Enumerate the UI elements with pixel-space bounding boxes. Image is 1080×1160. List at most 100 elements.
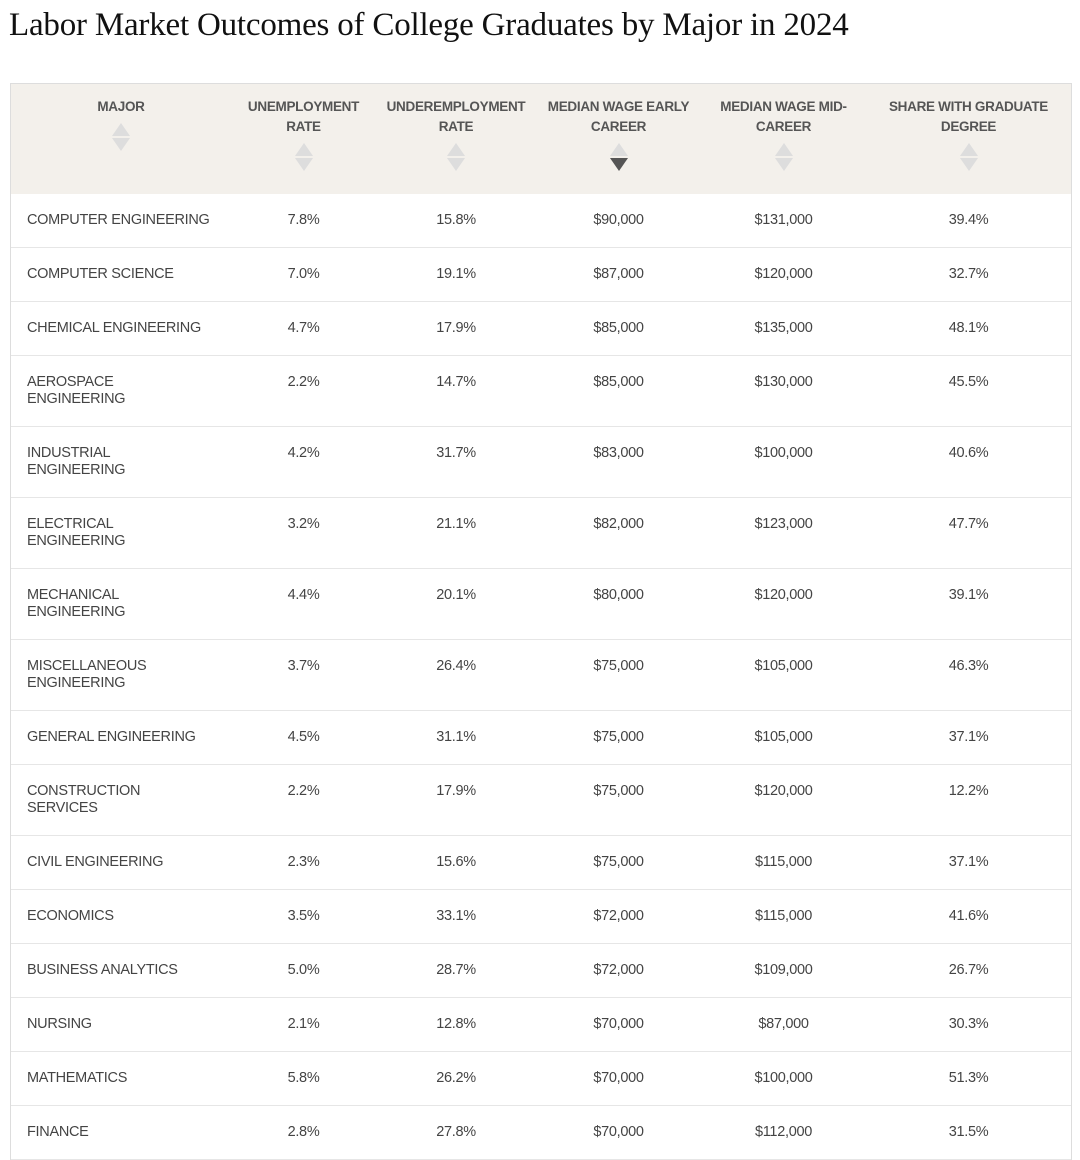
major-cell: GENERAL ENGINEERING xyxy=(11,710,231,765)
value-cell: 27.8% xyxy=(376,1105,536,1160)
major-cell: COMPUTER SCIENCE xyxy=(11,247,231,302)
sort-arrow-up[interactable] xyxy=(112,123,130,136)
sort-arrow-down[interactable] xyxy=(112,138,130,151)
sort-arrow-up[interactable] xyxy=(294,143,313,156)
value-cell: 4.2% xyxy=(231,426,376,498)
value-cell: 37.1% xyxy=(866,835,1071,890)
value-cell: 47.7% xyxy=(866,497,1071,569)
value-cell: 40.6% xyxy=(866,426,1071,498)
value-cell: $87,000 xyxy=(701,997,866,1052)
value-cell: 26.2% xyxy=(376,1051,536,1106)
value-cell: $112,000 xyxy=(701,1105,866,1160)
value-cell: $85,000 xyxy=(536,355,701,427)
value-cell: $135,000 xyxy=(701,301,866,356)
table-row: FINANCE 2.8% 27.8% $70,000 $112,000 31.5% xyxy=(11,1105,1071,1160)
value-cell: 21.1% xyxy=(376,497,536,569)
sort-arrows[interactable] xyxy=(446,143,466,171)
major-cell: BUSINESS ANALYTICS xyxy=(11,943,231,998)
column-label: MEDIAN WAGE EARLY CAREER xyxy=(547,99,690,134)
value-cell: $80,000 xyxy=(536,568,701,640)
sort-arrow-down[interactable] xyxy=(447,158,465,171)
value-cell: $70,000 xyxy=(536,1051,701,1106)
value-cell: 4.5% xyxy=(231,710,376,765)
value-cell: 39.4% xyxy=(866,194,1071,248)
sort-arrow-down[interactable] xyxy=(959,158,978,171)
major-cell: AEROSPACE ENGINEERING xyxy=(11,355,231,427)
table-row: GENERAL ENGINEERING 4.5% 31.1% $75,000 $105,… xyxy=(11,710,1071,765)
value-cell: $82,000 xyxy=(536,497,701,569)
column-label: SHARE WITH GRADUATE DEGREE xyxy=(888,99,1049,134)
column-header[interactable]: SHARE WITH GRADUATE DEGREE xyxy=(866,84,1071,194)
value-cell: $70,000 xyxy=(536,1105,701,1160)
value-cell: 46.3% xyxy=(866,639,1071,711)
table-row: AEROSPACE ENGINEERING 2.2% 14.7% $85,000 $13… xyxy=(11,355,1071,427)
table-row: BUSINESS ANALYTICS 5.0% 28.7% $72,000 $109,0… xyxy=(11,943,1071,998)
value-cell: 5.8% xyxy=(231,1051,376,1106)
sort-arrow-up[interactable] xyxy=(959,143,978,156)
value-cell: 7.8% xyxy=(231,194,376,248)
value-cell: $109,000 xyxy=(701,943,866,998)
value-cell: 33.1% xyxy=(376,889,536,944)
value-cell: 2.8% xyxy=(231,1105,376,1160)
value-cell: $123,000 xyxy=(701,497,866,569)
value-cell: 12.2% xyxy=(866,764,1071,836)
value-cell: $75,000 xyxy=(536,639,701,711)
major-cell: CONSTRUCTION SERVICES xyxy=(11,764,231,836)
major-cell: CHEMICAL ENGINEERING xyxy=(11,301,231,356)
sort-arrow-down[interactable] xyxy=(609,158,628,171)
column-header[interactable]: UNEMPLOYMENT RATE xyxy=(231,84,376,194)
value-cell: 2.2% xyxy=(231,764,376,836)
value-cell: $72,000 xyxy=(536,889,701,944)
column-label: UNEMPLOYMENT RATE xyxy=(247,99,360,134)
sort-arrow-down[interactable] xyxy=(774,158,793,171)
sort-arrows[interactable] xyxy=(959,143,979,171)
major-cell: ELECTRICAL ENGINEERING xyxy=(11,497,231,569)
value-cell: $100,000 xyxy=(701,426,866,498)
column-header[interactable]: MEDIAN WAGE MID-CAREER xyxy=(701,84,866,194)
value-cell: $87,000 xyxy=(536,247,701,302)
value-cell: 15.6% xyxy=(376,835,536,890)
sort-arrows[interactable] xyxy=(294,143,314,171)
major-cell: NURSING xyxy=(11,997,231,1052)
value-cell: $83,000 xyxy=(536,426,701,498)
value-cell: 41.6% xyxy=(866,889,1071,944)
value-cell: 17.9% xyxy=(376,764,536,836)
sort-arrows[interactable] xyxy=(609,143,629,171)
value-cell: 48.1% xyxy=(866,301,1071,356)
table-row: ECONOMICS 3.5% 33.1% $72,000 $115,000 41.6% xyxy=(11,889,1071,944)
major-cell: MECHANICAL ENGINEERING xyxy=(11,568,231,640)
value-cell: 3.7% xyxy=(231,639,376,711)
sort-arrow-down[interactable] xyxy=(294,158,313,171)
sort-arrow-up[interactable] xyxy=(447,143,465,156)
value-cell: 4.7% xyxy=(231,301,376,356)
sort-arrow-up[interactable] xyxy=(609,143,628,156)
sort-arrows[interactable] xyxy=(774,143,794,171)
table-row: COMPUTER ENGINEERING 7.8% 15.8% $90,000 $131… xyxy=(11,194,1071,248)
value-cell: 51.3% xyxy=(866,1051,1071,1106)
value-cell: 15.8% xyxy=(376,194,536,248)
column-label: MAJOR xyxy=(97,99,145,114)
column-header[interactable]: UNDEREMPLOYMENT RATE xyxy=(376,84,536,194)
value-cell: $130,000 xyxy=(701,355,866,427)
value-cell: 2.1% xyxy=(231,997,376,1052)
sort-arrows[interactable] xyxy=(111,123,131,151)
column-header[interactable]: MAJOR xyxy=(11,84,231,194)
major-cell: FINANCE xyxy=(11,1105,231,1160)
column-header[interactable]: MEDIAN WAGE EARLY CAREER xyxy=(536,84,701,194)
table-row: MECHANICAL ENGINEERING 4.4% 20.1% $80,000 $1… xyxy=(11,568,1071,640)
value-cell: $120,000 xyxy=(701,568,866,640)
value-cell: 2.2% xyxy=(231,355,376,427)
value-cell: 31.5% xyxy=(866,1105,1071,1160)
table-row: COMPUTER SCIENCE 7.0% 19.1% $87,000 $120,000… xyxy=(11,247,1071,302)
column-label: MEDIAN WAGE MID-CAREER xyxy=(720,99,847,134)
value-cell: $105,000 xyxy=(701,710,866,765)
sort-arrow-up[interactable] xyxy=(774,143,793,156)
header-row: MAJOR UNEMPLOYMENT RATE UNDEREMPLOYMENT RA… xyxy=(11,84,1071,194)
value-cell: 3.5% xyxy=(231,889,376,944)
value-cell: $90,000 xyxy=(536,194,701,248)
value-cell: $120,000 xyxy=(701,764,866,836)
major-cell: COMPUTER ENGINEERING xyxy=(11,194,231,248)
table-row: MATHEMATICS 5.8% 26.2% $70,000 $100,000 51.3% xyxy=(11,1051,1071,1106)
table-row: MISCELLANEOUS ENGINEERING 3.7% 26.4% $75,00… xyxy=(11,639,1071,711)
value-cell: 20.1% xyxy=(376,568,536,640)
